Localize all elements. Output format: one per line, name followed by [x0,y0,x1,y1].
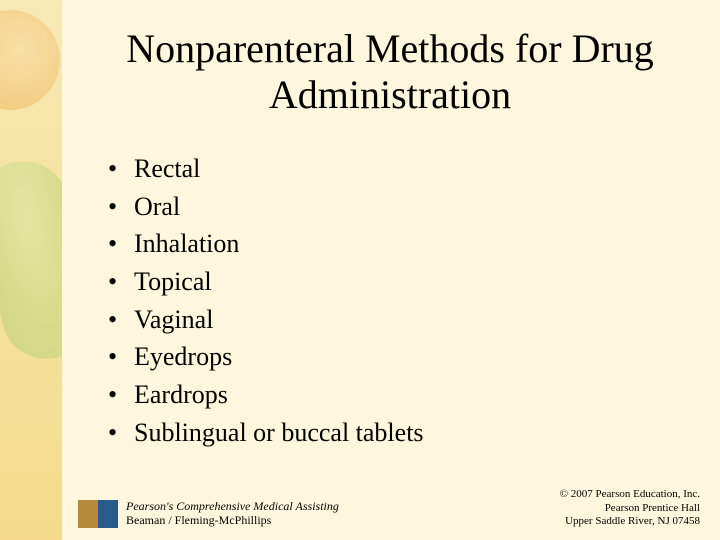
logo-right-text [98,500,118,528]
list-item: Inhalation [100,225,660,263]
book-title: Pearson's Comprehensive Medical Assistin… [126,500,339,514]
bullet-list: Rectal Oral Inhalation Topical Vaginal E… [100,150,660,452]
pearson-logo [78,500,118,528]
copyright-line: Upper Saddle River, NJ 07458 [560,515,700,528]
list-item: Topical [100,263,660,301]
footer-left-text: Pearson's Comprehensive Medical Assistin… [126,500,339,528]
list-item: Oral [100,188,660,226]
list-item: Eyedrops [100,338,660,376]
footer-right: © 2007 Pearson Education, Inc. Pearson P… [560,488,700,528]
slide-content: Rectal Oral Inhalation Topical Vaginal E… [100,150,660,452]
list-item: Sublingual or buccal tablets [100,414,660,452]
slide: Nonparenteral Methods for Drug Administr… [0,0,720,540]
side-decor [0,0,62,540]
logo-left-text [78,500,98,528]
list-item: Vaginal [100,301,660,339]
copyright-line: Pearson Prentice Hall [560,502,700,515]
slide-title: Nonparenteral Methods for Drug Administr… [100,26,680,118]
list-item: Eardrops [100,376,660,414]
list-item: Rectal [100,150,660,188]
copyright-line: © 2007 Pearson Education, Inc. [560,488,700,501]
slide-footer: Pearson's Comprehensive Medical Assistin… [78,488,700,528]
footer-left: Pearson's Comprehensive Medical Assistin… [78,500,339,528]
authors: Beaman / Fleming-McPhillips [126,514,339,528]
